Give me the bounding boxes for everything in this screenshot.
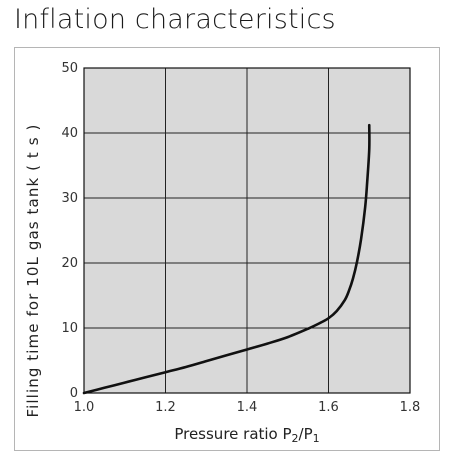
x-tick-label-1: 1.2 [155,400,176,415]
y-tick-label-4: 40 [61,126,78,141]
y-axis-label: Filling time for 10L gas tank ( t s ) [24,123,42,417]
x-axis-label: Pressure ratio P2/P1 [174,425,319,445]
x-tick-label-3: 1.6 [318,400,339,415]
y-tick-label-2: 20 [61,256,78,271]
x-tick-label-0: 1.0 [74,400,95,415]
chart-title: Inflation characteristics [14,4,336,35]
y-tick-label-1: 10 [61,321,78,336]
x-axis-label-subscript: 1 [313,432,320,445]
x-tick-label-4: 1.8 [400,400,421,415]
x-tick-label-2: 1.4 [237,400,258,415]
plot-border [83,67,411,394]
y-tick-label-0: 0 [70,386,78,401]
x-axis-label-part: Pressure ratio P [174,425,291,443]
x-axis-label-subscript: 2 [292,432,299,445]
x-axis-label-part: /P [299,425,313,443]
y-tick-label-5: 50 [61,61,78,76]
y-tick-label-3: 30 [61,191,78,206]
series-group [82,123,371,395]
series-line-0 [82,123,371,395]
chart-frame [14,47,440,451]
y-tick-labels: 0 10 20 30 40 50 [61,61,78,401]
x-tick-labels: 1.0 1.2 1.4 1.6 1.8 [74,400,421,415]
